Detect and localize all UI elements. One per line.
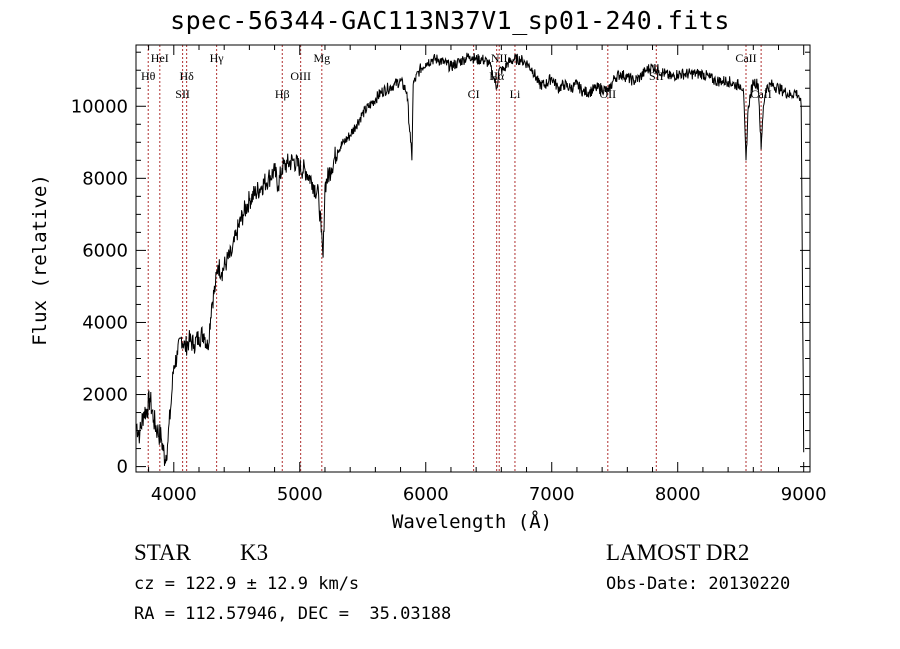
spectral-line-markers — [147, 45, 762, 472]
observation-date: Obs-Date: 20130220 — [606, 574, 791, 594]
y-tick-label: 2000 — [82, 385, 128, 406]
survey-name: LAMOST DR2 — [606, 540, 750, 565]
y-tick-label: 6000 — [82, 240, 128, 261]
line-marker-label: Mg — [313, 51, 330, 65]
chart-title: spec-56344-GAC113N37V1_sp01-240.fits — [170, 6, 730, 35]
x-axis-label: Wavelength (Å) — [392, 510, 552, 533]
line-marker-label: SII — [175, 87, 190, 101]
y-tick-label: 4000 — [82, 312, 128, 333]
line-marker-label: SII — [649, 69, 664, 83]
y-tick-label: 10000 — [71, 96, 128, 117]
line-marker-label: OIII — [290, 69, 311, 83]
line-marker-label: NII — [491, 51, 508, 65]
line-marker-label: CI — [468, 87, 480, 101]
line-marker-label: Li — [510, 87, 521, 101]
y-tick-label: 8000 — [82, 168, 128, 189]
y-axis-ticks: 0 2000 4000 6000 8000 10000 — [71, 51, 810, 478]
line-marker-label: Hδ — [179, 69, 194, 83]
object-class: STAR — [134, 540, 191, 565]
x-tick-label: 5000 — [277, 484, 323, 505]
line-marker-label: Hθ — [141, 69, 156, 83]
line-marker-label: HeI — [151, 51, 169, 65]
spectrum-line — [135, 52, 805, 466]
x-tick-label: 8000 — [655, 484, 701, 505]
x-tick-label: 4000 — [151, 484, 197, 505]
x-tick-label: 7000 — [529, 484, 575, 505]
line-marker-label: Hγ — [210, 51, 225, 65]
plot-frame — [135, 44, 811, 473]
x-tick-label: 9000 — [781, 484, 827, 505]
redshift-cz: cz = 122.9 ± 12.9 km/s — [134, 574, 360, 594]
y-tick-label: 0 — [117, 457, 128, 478]
line-marker-label: Hβ — [275, 87, 290, 101]
ra-dec-coordinates: RA = 112.57946, DEC = 35.03188 — [134, 604, 452, 624]
object-subclass: K3 — [240, 540, 269, 565]
x-tick-label: 6000 — [403, 484, 449, 505]
line-marker-label: CaII — [735, 51, 756, 65]
y-axis-label: Flux (relative) — [29, 174, 51, 346]
x-axis-ticks: 4000 5000 6000 7000 8000 9000 — [148, 45, 827, 505]
